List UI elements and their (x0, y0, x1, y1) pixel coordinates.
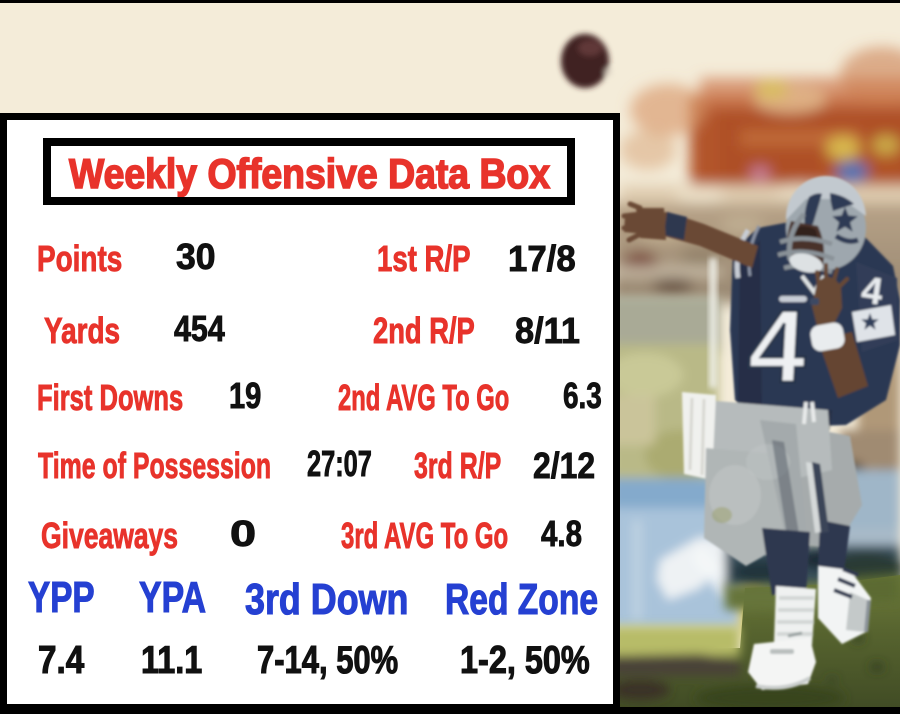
svg-text:4: 4 (746, 289, 810, 405)
